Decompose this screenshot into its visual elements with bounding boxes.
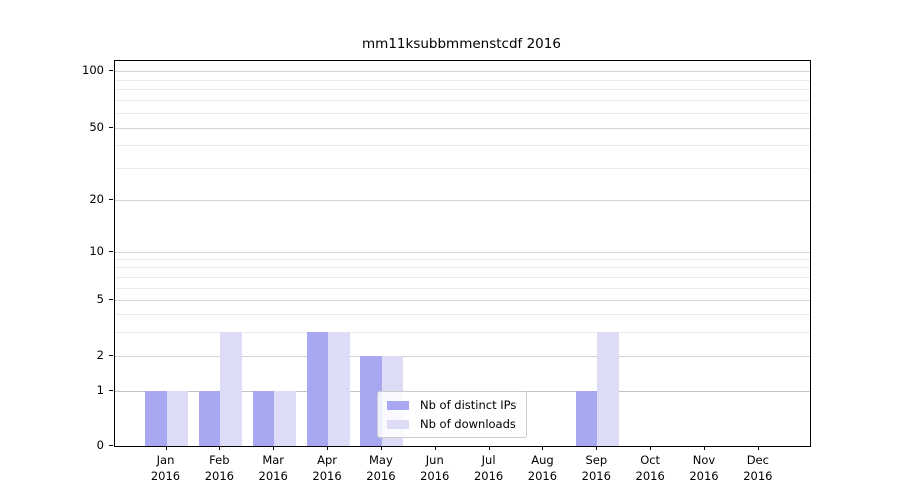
x-tick-mark [596,446,598,450]
x-tick-label: Jul 2016 [473,453,504,483]
bar-downloads [220,331,242,446]
gridline-major [115,356,810,357]
x-tick-label: Jun 2016 [420,453,450,483]
x-tick-label: Apr 2016 [312,453,342,483]
x-tick-mark [650,446,652,450]
gridline-major [115,300,810,301]
y-tick-mark [109,389,113,391]
y-tick-label: 50 [89,119,104,134]
gridline-minor [115,313,810,315]
y-tick-label: 5 [96,292,104,306]
x-tick-mark [704,446,705,450]
gridline-minor [115,276,810,278]
y-tick-mark [109,355,113,356]
legend-label: Nb of distinct IPs [420,398,517,412]
bar-distinct-ips [360,356,382,446]
y-tick-mark [109,299,113,300]
bar-downloads [166,390,188,446]
gridline-minor [115,168,810,169]
bar-distinct-ips [575,390,598,446]
x-tick-mark [380,446,382,450]
y-tick-label: 0 [96,438,104,452]
legend-item-downloads: Nb of downloads [387,417,516,431]
gridline-minor [115,100,810,101]
gridline-major [115,127,810,129]
x-tick-label: Dec 2016 [743,453,773,483]
x-tick-mark [165,446,167,450]
legend-label: Nb of downloads [420,417,516,431]
y-tick-mark [109,126,113,128]
y-tick-mark [109,250,113,252]
gridline-minor [115,331,810,333]
y-tick-label: 100 [82,63,104,77]
bar-distinct-ips [252,390,275,446]
x-tick-mark [488,446,490,450]
x-tick-label: May 2016 [366,453,396,483]
x-tick-label: Nov 2016 [689,453,719,483]
gridline-minor [115,112,810,114]
x-tick-label: Jan 2016 [150,453,181,483]
bar-downloads [274,390,296,446]
gridline-major [115,251,810,253]
gridline-minor [115,259,810,260]
legend-item-distinct-ips: Nb of distinct IPs [387,398,516,412]
gridline-minor [115,89,810,90]
y-tick-label: 2 [96,348,104,362]
gridline-minor [115,145,810,146]
x-tick-label: Oct 2016 [635,453,665,483]
gridline-minor [115,287,810,289]
legend-swatch-distinct-ips [387,400,409,410]
y-tick-mark [109,199,113,200]
y-tick-mark [109,445,113,446]
y-tick-label: 20 [89,192,104,206]
x-tick-mark [327,446,329,450]
bar-distinct-ips [306,331,329,446]
x-tick-label: Mar 2016 [258,453,288,483]
chart-title: mm11ksubbmmenstcdf 2016 [362,36,561,52]
x-tick-mark [273,446,275,450]
x-tick-label: Sep 2016 [581,453,611,483]
legend-swatch-downloads [387,419,409,429]
x-tick-mark [219,446,221,450]
y-tick-label: 1 [96,382,104,397]
x-tick-mark [434,446,436,450]
plot-area [114,60,811,447]
gridline-minor [115,79,810,81]
y-tick-mark [109,70,113,71]
gridline-minor [115,267,810,268]
bar-distinct-ips [198,390,221,446]
x-tick-label: Aug 2016 [527,453,558,483]
bar-downloads [597,331,619,446]
gridline-major [115,200,810,201]
x-tick-label: Feb 2016 [204,453,234,483]
gridline-major [115,71,810,72]
bar-downloads [328,331,350,446]
x-tick-mark [757,446,759,450]
y-tick-label: 10 [89,243,104,258]
legend: Nb of distinct IPs Nb of downloads [377,391,528,438]
x-tick-mark [542,446,544,450]
bar-distinct-ips [145,390,167,446]
